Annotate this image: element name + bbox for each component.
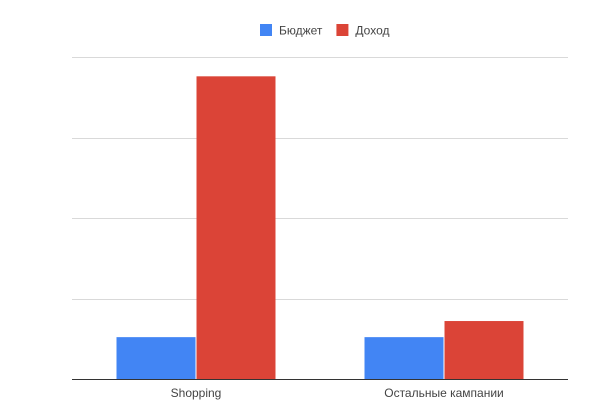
bar-budget-1[interactable] [364,337,444,379]
gridlines [72,57,568,300]
legend-swatch [336,24,349,36]
x-tick-label: Shopping [171,386,222,400]
legend-item-revenue[interactable]: Доход [336,24,390,38]
legend-item-budget[interactable]: Бюджет [260,24,323,38]
x-axis-tick-labels: Shopping Остальные кампании [171,386,504,400]
legend-swatch [260,24,272,36]
bar-revenue-1[interactable] [444,321,524,379]
legend-label: Бюджет [279,24,323,38]
bar-budget-0[interactable] [116,337,196,379]
bars [116,76,524,379]
legend-label: Доход [355,24,389,38]
legend: Бюджет Доход [260,24,390,38]
bar-revenue-0[interactable] [196,76,276,379]
x-tick-label: Остальные кампании [384,386,504,400]
